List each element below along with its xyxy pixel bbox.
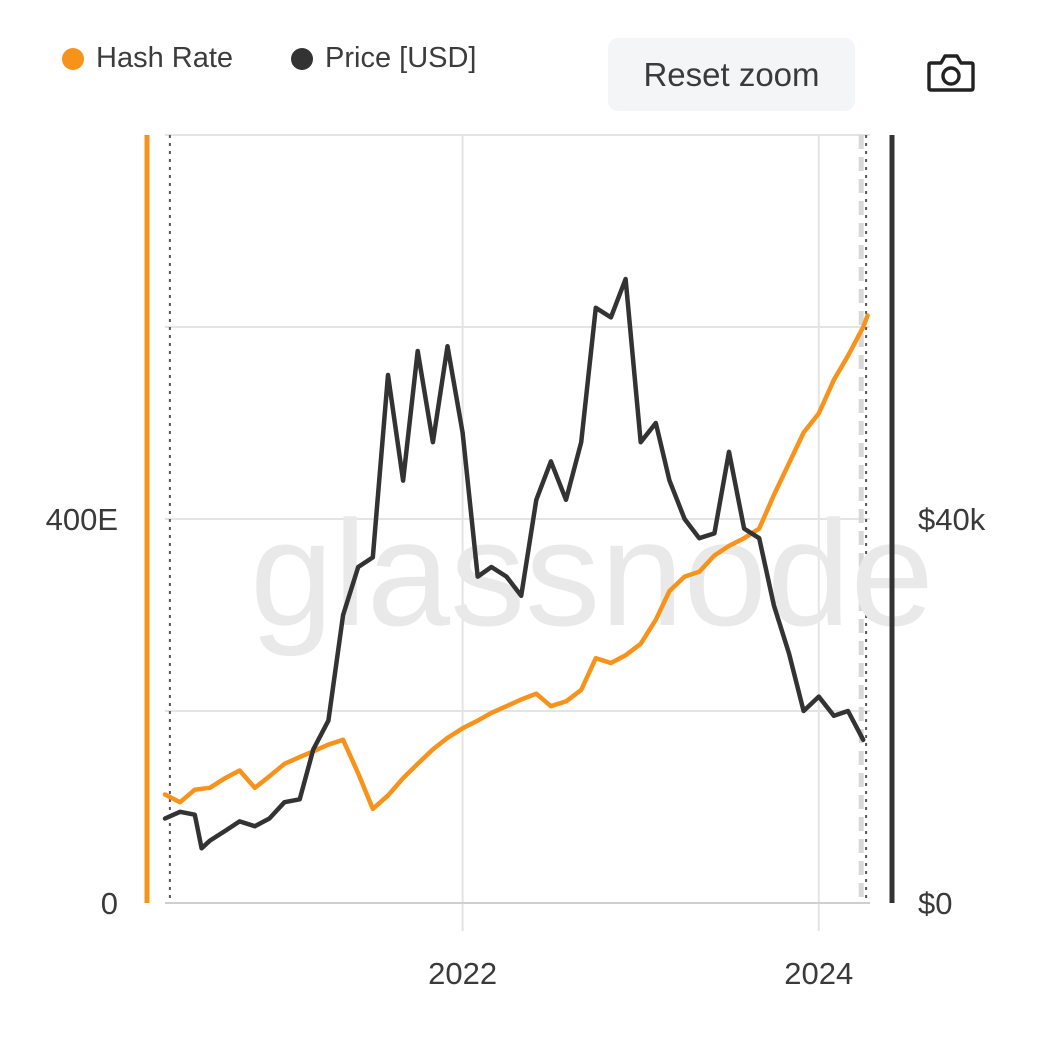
reset-zoom-button[interactable]: Reset zoom bbox=[608, 38, 855, 111]
axes: 0 400E $0 $40k 2022 2024 bbox=[46, 135, 986, 991]
camera-icon[interactable] bbox=[925, 50, 977, 96]
series-line-price bbox=[162, 276, 866, 851]
hash-rate-dot-icon bbox=[62, 47, 84, 70]
legend-item-hash-rate[interactable]: Hash Rate bbox=[62, 42, 233, 75]
legend-item-price[interactable]: Price [USD] bbox=[291, 42, 477, 75]
left-tick-label: 0 bbox=[101, 886, 118, 921]
right-tick-label: $40k bbox=[918, 502, 986, 537]
series-line-hash-rate bbox=[162, 313, 870, 812]
x-tick-label: 2022 bbox=[428, 956, 497, 991]
marks bbox=[162, 276, 870, 851]
x-tick-label: 2024 bbox=[784, 956, 853, 991]
watermark: glassnode bbox=[250, 489, 934, 657]
legend-label-price: Price [USD] bbox=[325, 42, 477, 74]
legend-label-hash-rate: Hash Rate bbox=[96, 42, 234, 74]
right-tick-label: $0 bbox=[918, 886, 952, 921]
left-tick-label: 400E bbox=[46, 502, 118, 537]
price-dot-icon bbox=[291, 47, 314, 70]
legend: Hash Rate Price [USD] bbox=[62, 42, 535, 75]
